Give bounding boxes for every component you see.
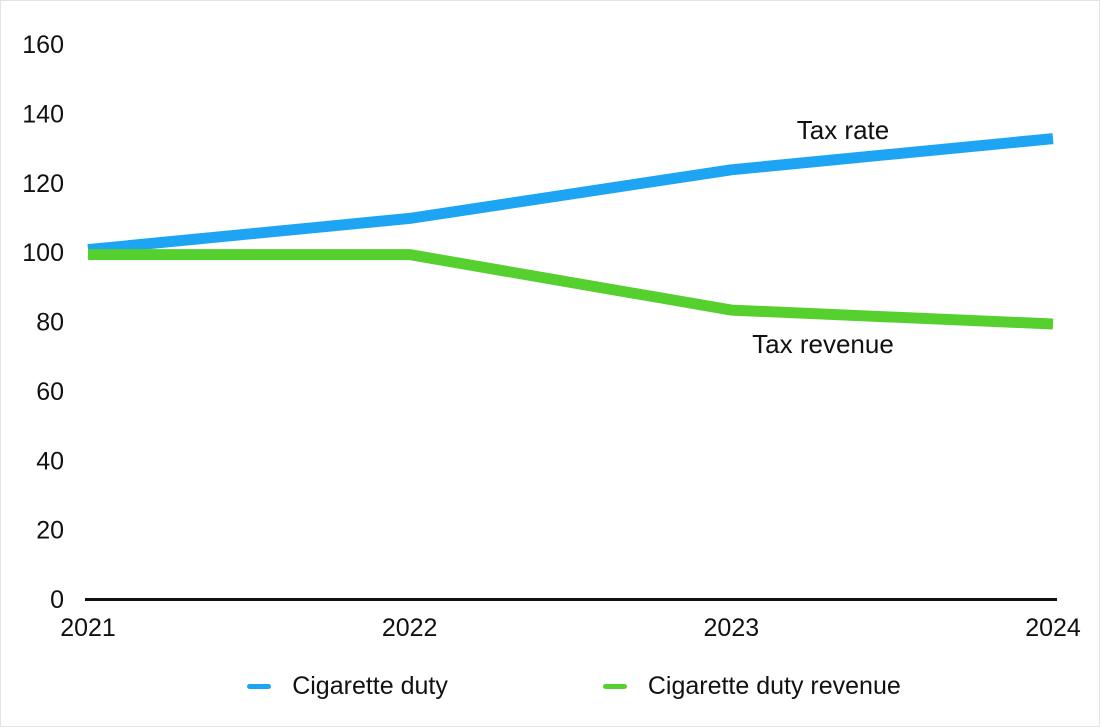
y-axis-tick-label: 40 xyxy=(36,447,64,475)
legend-dash-green-icon xyxy=(602,683,627,689)
x-axis-tick-label: 2024 xyxy=(1025,614,1081,642)
x-axis-tick-label: 2021 xyxy=(60,614,116,642)
y-axis-tick-label: 0 xyxy=(50,586,64,614)
y-axis-tick-label: 80 xyxy=(36,309,64,337)
y-axis-tick-label: 160 xyxy=(22,31,64,59)
line-chart: 0 20 40 60 80 100 120 140 160 2021 2022 2023 2024 Ta… xyxy=(22,31,1081,642)
legend-item-cigarette-duty-revenue: Cigarette duty revenue xyxy=(602,671,901,701)
tax-revenue-annotation: Tax revenue xyxy=(752,329,894,359)
tax-rate-annotation: Tax rate xyxy=(797,115,890,145)
y-axis-tick-label: 20 xyxy=(36,517,64,545)
y-axis-tick-label: 140 xyxy=(22,100,64,128)
legend-label-cigarette-duty-revenue: Cigarette duty revenue xyxy=(647,672,901,700)
y-axis-tick-label: 120 xyxy=(22,170,64,198)
plot-layer: 0 20 40 60 80 100 120 140 160 2021 2022 2023 2024 xyxy=(22,31,1081,642)
legend-label-cigarette-duty: Cigarette duty xyxy=(292,672,448,700)
tax-rate-line xyxy=(87,133,1054,256)
x-axis-tick-label: 2022 xyxy=(382,614,438,642)
legend-dash-blue-icon xyxy=(247,683,272,689)
chart-legend: Cigarette duty Cigarette duty revenue xyxy=(24,671,1100,701)
y-axis-tick-label: 60 xyxy=(36,378,64,406)
legend-item-cigarette-duty: Cigarette duty xyxy=(247,671,448,701)
tax-revenue-line xyxy=(88,249,1054,330)
x-axis-tick-label: 2023 xyxy=(704,614,760,642)
y-axis-tick-label: 100 xyxy=(22,239,64,267)
